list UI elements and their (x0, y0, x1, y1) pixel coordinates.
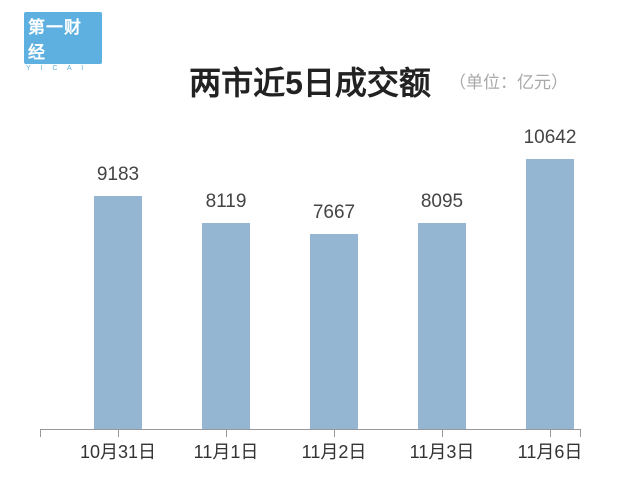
brand-logo: 第一财经 Y I C A I (24, 12, 102, 40)
bar-value: 8095 (382, 191, 502, 213)
bar-group (310, 234, 358, 429)
axis-tick (550, 429, 551, 437)
bar (94, 196, 142, 429)
axis-tick (334, 429, 335, 437)
bar-group (418, 223, 466, 429)
bar-value: 8119 (166, 191, 286, 213)
x-axis-label: 11月3日 (388, 438, 496, 464)
bar-value: 10642 (490, 127, 610, 149)
chart-title: 两市近5日成交额 (189, 58, 431, 104)
bar-group (526, 159, 574, 429)
axis-tick (226, 429, 227, 437)
x-axis-label: 11月2日 (280, 438, 388, 464)
bar-group (94, 196, 142, 429)
bar-group (202, 223, 250, 429)
x-axis-label: 11月6日 (496, 438, 604, 464)
logo-text: 第一财经 (24, 12, 102, 64)
bar (202, 223, 250, 429)
bar-chart: 918381197667809510642 (40, 138, 580, 430)
axis-tick (442, 429, 443, 437)
axis-tick (580, 429, 581, 437)
x-axis-label: 10月31日 (64, 438, 172, 464)
axis-tick (118, 429, 119, 437)
bar (526, 159, 574, 429)
bar-value: 7667 (274, 202, 394, 224)
bar (418, 223, 466, 429)
unit-label: （单位：亿元） (449, 68, 568, 93)
x-axis-label: 11月1日 (172, 438, 280, 464)
bar-value: 9183 (58, 164, 178, 186)
bar (310, 234, 358, 429)
axis-tick (40, 429, 41, 437)
